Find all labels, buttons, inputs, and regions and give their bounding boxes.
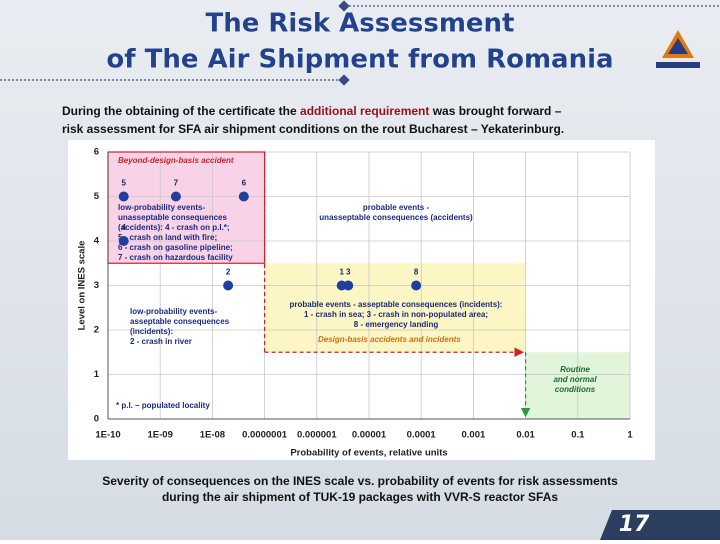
annotation-line: probable events - asseptable consequence… bbox=[290, 300, 503, 309]
annotation-line: * p.l. – populated locality bbox=[116, 401, 210, 410]
region bbox=[264, 263, 526, 353]
point-label: 1 bbox=[339, 268, 344, 277]
point bbox=[118, 191, 129, 202]
x-tick-label: 1E-09 bbox=[148, 430, 173, 441]
annotation-line: unasseptable consequences bbox=[118, 213, 227, 222]
annotation-line: 1 - crash in sea; 3 - crash in non-popul… bbox=[304, 310, 488, 319]
annotation-line: 5 - crash on land with fire; bbox=[118, 233, 217, 242]
annotation-line: conditions bbox=[555, 385, 596, 394]
x-tick-label: 0.1 bbox=[571, 430, 585, 441]
annotation: Routine and normal conditions bbox=[553, 365, 597, 394]
annotation-line: (accidents): 4 - crash on p.l.*; bbox=[118, 223, 230, 232]
x-tick-label: 0.000001 bbox=[297, 430, 337, 441]
y-tick-label: 6 bbox=[94, 147, 99, 158]
x-tick-label: 0.00001 bbox=[352, 430, 387, 441]
logo bbox=[656, 30, 700, 68]
point bbox=[238, 191, 249, 202]
annotation-line: 7 - crash on hazardous facility bbox=[118, 253, 233, 262]
x-tick-label: 1E-08 bbox=[200, 430, 225, 441]
x-tick-label: 0.0000001 bbox=[242, 430, 288, 441]
y-tick-label: 1 bbox=[94, 369, 100, 380]
annotation: low-probability events-unasseptable cons… bbox=[118, 203, 233, 262]
page-number-box bbox=[600, 510, 720, 540]
point-label: 4 bbox=[121, 223, 126, 232]
caption-line: during the air shipment of TUK-19 packag… bbox=[162, 490, 558, 504]
annotation-line: Beyond-design-basis accident bbox=[118, 156, 234, 165]
point-label: 7 bbox=[174, 179, 179, 188]
caption-line: Severity of consequences on the INES sca… bbox=[102, 474, 618, 488]
intro-line: risk assessment for SFA air shipment con… bbox=[62, 122, 564, 136]
intro-text: During the obtaining of the certificate … bbox=[62, 104, 300, 118]
x-tick-label: 0.001 bbox=[462, 430, 486, 441]
plot: 1E-10 1E-09 1E-08 0.0000001 0.000001 0.00001 0… bbox=[77, 147, 634, 459]
x-tick-label: 1 bbox=[627, 430, 633, 441]
annotation: Beyond-design-basis accident bbox=[118, 156, 234, 165]
annotation: low-probability events-asseptable conseq… bbox=[130, 307, 230, 346]
annotation-line: unasseptable consequences (accidents) bbox=[319, 213, 473, 222]
annotation-line: low-probability events- bbox=[130, 307, 217, 316]
point bbox=[411, 280, 422, 291]
annotation-line: low-probability events- bbox=[118, 203, 205, 212]
title-line: The Risk Assessment bbox=[205, 9, 514, 39]
point-label: 8 bbox=[414, 268, 419, 277]
annotation-line: Design-basis accidents and incidents bbox=[318, 335, 461, 344]
point bbox=[343, 280, 354, 291]
point bbox=[170, 191, 181, 202]
x-tick-label: 0.01 bbox=[516, 430, 535, 441]
annotation-line: asseptable consequences bbox=[130, 317, 230, 326]
point bbox=[118, 236, 129, 246]
y-tick-label: 5 bbox=[94, 191, 100, 202]
annotation-line: 6 - crash on gasoline pipeline; bbox=[118, 243, 233, 252]
intro-highlight: additional requirement bbox=[300, 104, 429, 118]
y-tick-label: 0 bbox=[94, 414, 99, 425]
annotation-line: probable events - bbox=[363, 203, 430, 212]
annotation-line: 2 - crash in river bbox=[130, 337, 192, 346]
annotation: Design-basis accidents and incidents bbox=[318, 335, 461, 344]
point-label: 2 bbox=[226, 268, 231, 277]
y-axis-label: Level on INES scale bbox=[77, 241, 88, 331]
x-axis-label: Probability of events, relative units bbox=[290, 448, 447, 459]
annotation: * p.l. – populated locality bbox=[116, 401, 210, 410]
point-label: 3 bbox=[346, 268, 351, 277]
y-tick-label: 3 bbox=[94, 280, 99, 291]
page-number: 17 bbox=[619, 512, 650, 537]
point-label: 5 bbox=[121, 179, 126, 188]
intro-text: was brought forward – bbox=[429, 104, 561, 118]
x-tick-label: 0.0001 bbox=[407, 430, 437, 441]
intro-line: During the obtaining of the certificate … bbox=[62, 104, 562, 118]
annotation: probable events - asseptable consequence… bbox=[290, 300, 503, 329]
annotation-line: Routine bbox=[560, 365, 590, 374]
y-tick-label: 2 bbox=[94, 325, 99, 336]
title-line: of The Air Shipment from Romania bbox=[106, 45, 613, 75]
point bbox=[223, 280, 234, 291]
annotation-line: 8 - emergency landing bbox=[354, 320, 439, 329]
annotation-line: (incidents): bbox=[130, 327, 173, 336]
region bbox=[108, 152, 265, 264]
annotation-line: and normal bbox=[553, 375, 597, 384]
annotation: probable events -unasseptable consequenc… bbox=[319, 203, 473, 222]
y-tick-label: 4 bbox=[94, 236, 100, 247]
x-tick-label: 1E-10 bbox=[95, 430, 120, 441]
point-label: 6 bbox=[242, 179, 247, 188]
